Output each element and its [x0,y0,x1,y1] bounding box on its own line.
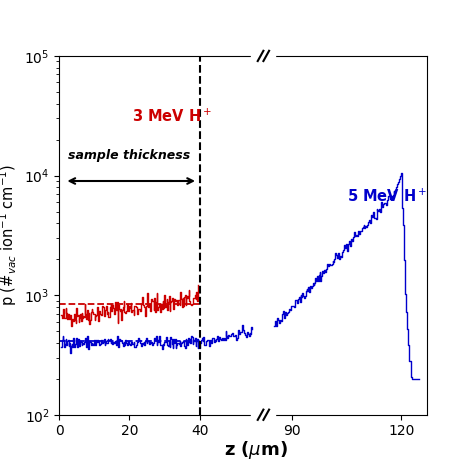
Text: 5 MeV H$^+$: 5 MeV H$^+$ [346,188,427,205]
Text: 3 MeV H$^+$: 3 MeV H$^+$ [132,108,212,125]
Text: z ($\mu$m): z ($\mu$m) [224,439,288,461]
Y-axis label: p ($\#_{vac}$ ion$^{-1}$ cm$^{-1}$): p ($\#_{vac}$ ion$^{-1}$ cm$^{-1}$) [0,164,18,306]
Text: sample thickness: sample thickness [68,149,191,162]
